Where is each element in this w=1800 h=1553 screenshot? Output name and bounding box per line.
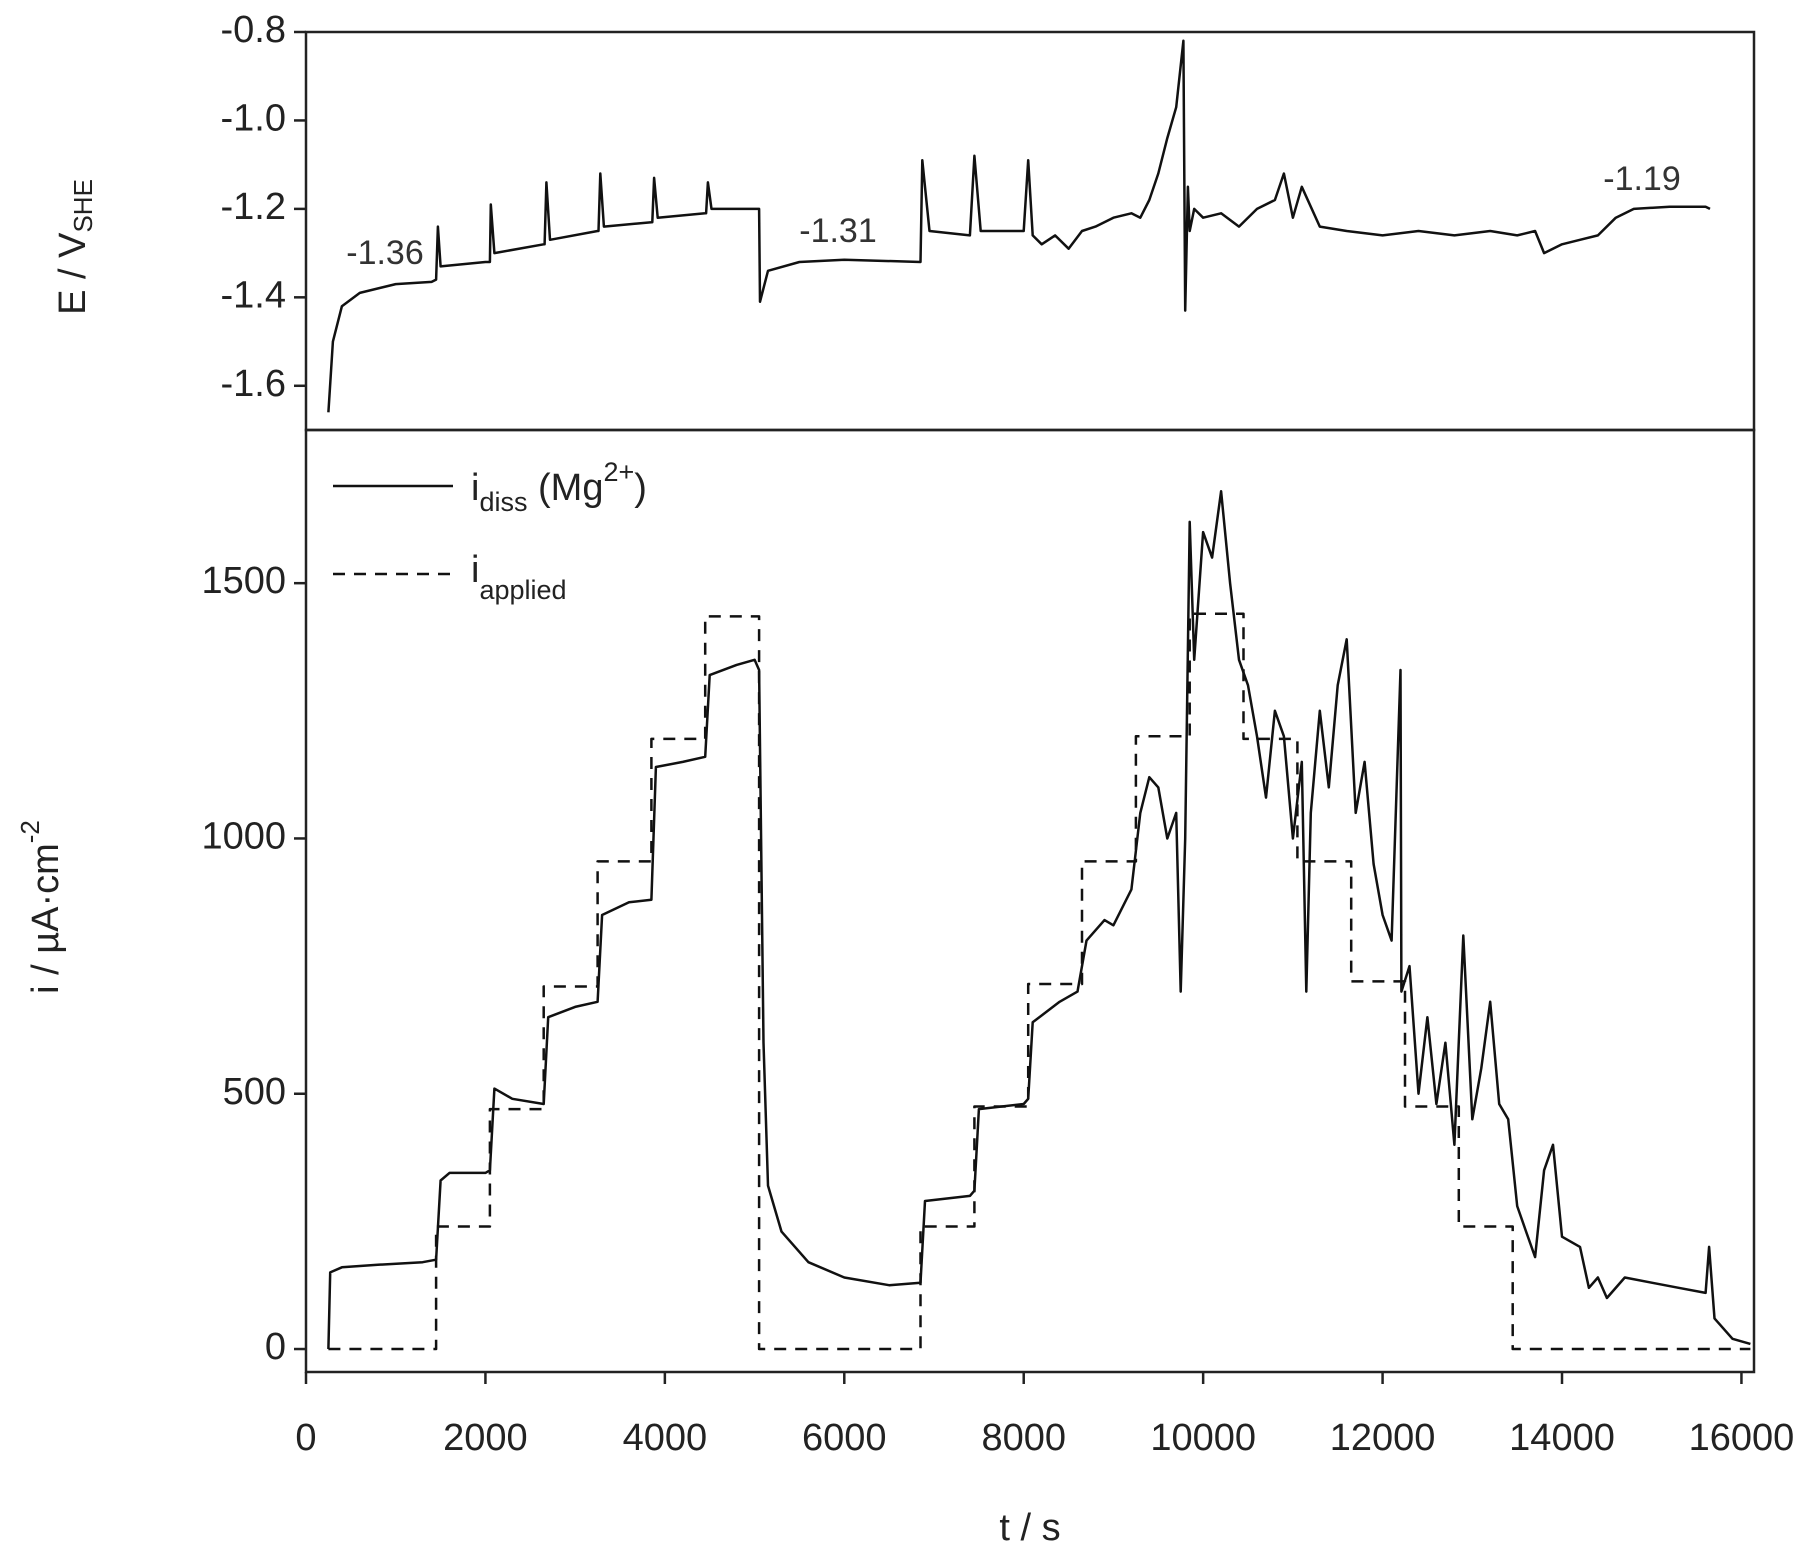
y-label-sup: -2 [15, 820, 45, 843]
y-tick-label: 1500 [201, 560, 286, 602]
y-label-sub: SHE [68, 179, 98, 232]
x-tick-label: 4000 [623, 1417, 708, 1459]
plot-layer: -1.6 -1.4 -1.2 -1.0 -0.8 -1.36 -1.31 -1.19 0 500 1… [201, 9, 1794, 1459]
annotation: -1.31 [799, 212, 877, 250]
y-axis-label: E / VSHE [52, 179, 98, 315]
x-tick-label: 12000 [1330, 1417, 1436, 1459]
annotation: -1.36 [346, 234, 424, 272]
legend-part: ) [634, 467, 647, 509]
legend-sub: applied [479, 575, 566, 605]
legend-part: (Mg [527, 467, 603, 509]
x-tick-label: 8000 [981, 1417, 1066, 1459]
legend-part: i [471, 549, 479, 591]
y-tick-label: 0 [265, 1326, 286, 1368]
legend-label: iapplied [471, 549, 567, 605]
y-label-main: E / V [52, 232, 94, 315]
y-tick-label: 1000 [201, 815, 286, 857]
y-tick-label: -0.8 [221, 9, 286, 51]
x-tick-label: 16000 [1689, 1417, 1795, 1459]
plot-frame [304, 30, 1756, 432]
y-tick-label: 500 [223, 1071, 286, 1113]
legend-part: i [471, 467, 479, 509]
x-tick-label: 14000 [1509, 1417, 1615, 1459]
y-tick-label: -1.4 [221, 274, 286, 316]
x-tick-label: 6000 [802, 1417, 887, 1459]
plot-frame [304, 428, 1756, 1374]
x-tick-label: 10000 [1150, 1417, 1256, 1459]
series-line [327, 39, 1711, 413]
series-line [328, 612, 1751, 1351]
y-label-main: i / µA·cm [25, 843, 67, 994]
legend: idiss (Mg2+) iapplied [333, 457, 647, 605]
series-line [327, 490, 1751, 1350]
x-axis-label: t / s [999, 1507, 1060, 1549]
legend-sub: diss [479, 487, 527, 517]
y-axis-label: i / µA·cm-2 [15, 820, 67, 994]
legend-label: idiss (Mg2+) [471, 457, 647, 517]
y-tick-label: -1.6 [221, 363, 286, 405]
y-tick-label: -1.0 [221, 97, 286, 139]
x-tick-label: 2000 [443, 1417, 528, 1459]
y-tick-label: -1.2 [221, 186, 286, 228]
x-tick-label: 0 [295, 1417, 316, 1459]
legend-sup: 2+ [603, 457, 634, 487]
annotation: -1.19 [1603, 160, 1681, 198]
